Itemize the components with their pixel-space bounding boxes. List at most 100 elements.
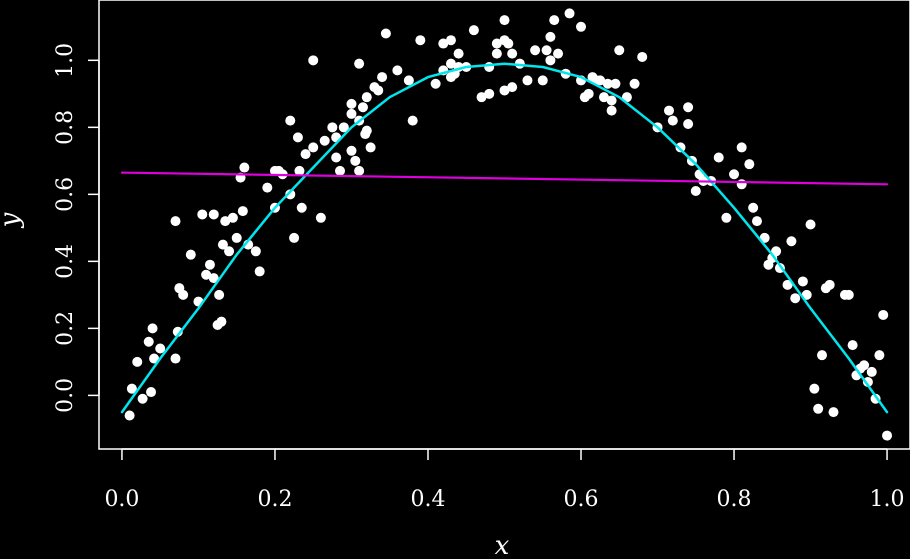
data-point [217,239,228,250]
plot-box [98,0,910,450]
data-point [254,266,265,277]
data-point [564,8,575,19]
data-point [224,246,235,257]
data-point [598,92,609,103]
data-point [541,45,552,56]
data-point [354,58,365,69]
data-point [790,293,801,304]
data-point [201,269,212,280]
x-tick-label: 0.2 [257,487,292,512]
data-point [878,309,889,320]
data-point [296,202,307,213]
data-point [149,353,160,364]
x-axis-title: x [495,531,510,559]
data-point [736,179,747,190]
data-point [549,15,560,26]
x-tick-label: 1.0 [870,487,905,512]
data-point [346,145,357,156]
data-point [335,165,346,176]
data-point [576,21,587,32]
data-point [748,202,759,213]
data-point [239,162,250,173]
data-point [137,393,148,404]
data-point [285,189,296,200]
data-point [786,236,797,247]
y-tick-label: 1.0 [53,43,78,78]
data-point [308,55,319,66]
data-point [683,118,694,129]
data-point [809,383,820,394]
data-point [484,88,495,99]
data-point [208,209,219,220]
data-point [729,169,740,180]
data-point [545,31,556,42]
data-point [403,75,414,86]
data-point [373,85,384,96]
data-point [805,219,816,230]
data-point [294,165,305,176]
data-point [507,48,518,59]
data-point [132,356,143,367]
data-point [237,206,248,217]
data-point [331,152,342,163]
data-point [292,132,303,143]
data-point [771,246,782,257]
data-point [843,289,854,300]
data-point [503,38,514,49]
data-point [713,152,724,163]
data-point [797,276,808,287]
data-point [553,48,564,59]
data-point [882,430,893,441]
data-point [736,142,747,153]
data-point [637,51,648,62]
data-point [453,48,464,59]
series-layer [120,8,893,441]
data-point [828,407,839,418]
x-tick-label: 0.4 [410,487,445,512]
data-point [683,102,694,113]
data-point [874,350,885,361]
data-point [817,350,828,361]
data-point [172,326,183,337]
data-point [862,376,873,387]
data-point [499,15,510,26]
data-point [629,78,640,89]
data-point [338,122,349,133]
data-point [690,185,701,196]
data-point [220,216,231,227]
y-axis: 0.0 0.2 0.4 0.6 0.8 1.0 [53,43,100,413]
data-point [155,343,166,354]
data-point [610,78,621,89]
data-point [170,216,181,227]
data-point [126,383,137,394]
data-point [606,105,617,116]
data-point [866,366,877,377]
data-point [813,403,824,414]
data-point [231,232,242,243]
data-point [595,75,606,86]
data-point [667,115,678,126]
data-point [204,259,215,270]
data-point [847,340,858,351]
data-point [354,165,365,176]
data-point [824,279,835,290]
data-point [146,387,157,398]
data-point [285,115,296,126]
data-point [147,323,158,334]
y-axis-title: y [0,212,25,228]
data-point [468,25,479,36]
data-point [250,246,261,257]
y-tick-label: 0.4 [53,244,78,279]
scatter-points [124,8,893,441]
data-point [289,232,300,243]
data-point [319,135,330,146]
data-point [751,216,762,227]
data-point [522,75,533,86]
data-point [744,159,755,170]
data-point [361,125,372,136]
data-point [197,209,208,220]
data-point [530,45,541,56]
data-point [170,353,181,364]
x-axis: 0.0 0.2 0.4 0.6 0.8 1.0 [104,448,905,512]
